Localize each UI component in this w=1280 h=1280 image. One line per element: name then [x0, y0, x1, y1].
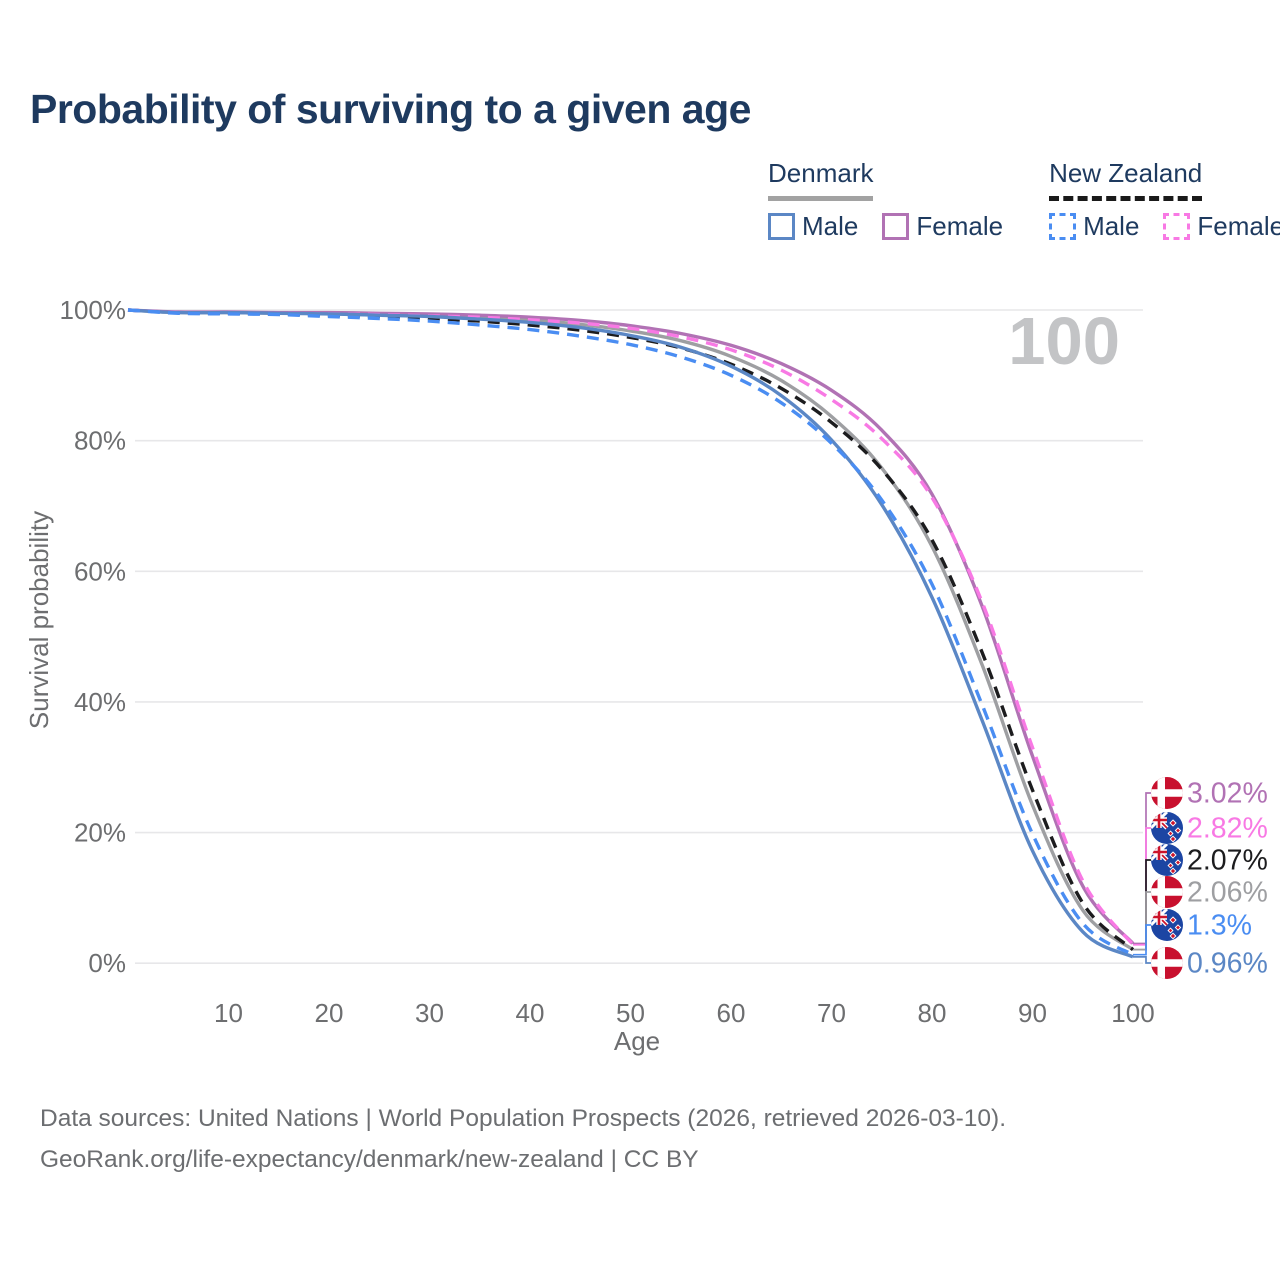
legend-group-new-zealand-title: New Zealand — [1049, 158, 1203, 201]
legend-item-new-zealand-male[interactable]: Male — [1049, 211, 1139, 242]
page-title: Probability of surviving to a given age — [30, 86, 751, 132]
end-label-connector — [1133, 924, 1151, 956]
end-label-value: 3.02% — [1187, 778, 1268, 810]
new-zealand-female-swatch-icon — [1163, 213, 1191, 240]
denmark-male-swatch-icon — [768, 213, 795, 240]
chart-legend: Denmark Male Female New Zealand Male — [768, 158, 1280, 242]
y-axis-tick-labels: 100% 80% 60% 40% 20% 0% — [60, 295, 127, 978]
x-tick-label: 70 — [817, 998, 846, 1028]
x-tick-label: 50 — [616, 998, 645, 1028]
end-label-value: 1.3% — [1187, 910, 1252, 942]
new-zealand-male-swatch-icon — [1049, 213, 1077, 240]
end-label-connector — [1133, 792, 1151, 945]
legend-group-new-zealand-items: Male Female — [1049, 211, 1280, 242]
end-label-denmark-female: 3.02% — [1151, 777, 1268, 810]
legend-item-new-zealand-female[interactable]: Female — [1163, 211, 1280, 242]
footer-line-2: GeoRank.org/life-expectancy/denmark/new-… — [40, 1146, 699, 1173]
end-label-connector — [1133, 891, 1151, 951]
x-tick-label: 80 — [918, 998, 947, 1028]
x-axis-title: Age — [614, 1026, 660, 1056]
legend-item-denmark-male[interactable]: Male — [768, 211, 858, 242]
end-label-new-zealand: 2.07% — [1151, 844, 1268, 877]
x-tick-label: 100 — [1111, 998, 1154, 1028]
y-tick-label: 80% — [74, 426, 126, 456]
series-line-denmark[interactable] — [127, 308, 1135, 952]
footer-line-1: Data sources: United Nations | World Pop… — [40, 1105, 1007, 1132]
denmark-female-swatch-icon — [882, 213, 910, 240]
end-label-value: 2.07% — [1187, 845, 1268, 877]
legend-group-denmark: Denmark Male Female — [768, 158, 1003, 242]
legend-item-label: Male — [802, 211, 859, 241]
end-label-connector — [1133, 859, 1151, 951]
y-tick-label: 100% — [60, 295, 127, 325]
legend-group-new-zealand: New Zealand Male Female — [1049, 158, 1280, 242]
end-label-value: 0.96% — [1187, 948, 1268, 980]
x-tick-label: 60 — [717, 998, 746, 1028]
legend-group-denmark-items: Male Female — [768, 211, 1003, 242]
x-tick-label: 20 — [315, 998, 344, 1028]
legend-item-label: Female — [1197, 211, 1280, 241]
x-tick-label: 40 — [516, 998, 545, 1028]
y-tick-label: 20% — [74, 818, 126, 848]
end-labels: 3.02%2.82%2.07%2.06%1.3% 0.96% — [1133, 777, 1268, 980]
x-tick-label: 30 — [415, 998, 444, 1028]
series-line-denmark-male[interactable] — [127, 308, 1134, 959]
x-tick-label: 90 — [1018, 998, 1047, 1028]
footer-sources: Data sources: United Nations | World Pop… — [40, 1098, 1006, 1180]
end-label-connector — [1133, 827, 1151, 946]
series-line-new-zealand[interactable] — [127, 308, 1135, 951]
series-line-new-zealand-male[interactable] — [127, 308, 1134, 957]
end-label-value: 2.82% — [1187, 813, 1268, 845]
legend-group-denmark-title: Denmark — [768, 158, 874, 201]
legend-item-label: Female — [916, 211, 1004, 241]
y-tick-label: 60% — [74, 556, 126, 586]
y-tick-label: 40% — [74, 687, 126, 717]
legend-item-label: Male — [1083, 211, 1140, 241]
y-tick-label: 0% — [88, 948, 126, 978]
series-line-denmark-female[interactable] — [127, 308, 1135, 945]
end-label-connector — [1133, 956, 1151, 964]
end-label-value: 2.06% — [1187, 877, 1268, 909]
x-axis-tick-labels: 10 20 30 40 50 60 70 80 90 100 — [214, 998, 1155, 1028]
end-label-denmark: 2.06% — [1151, 876, 1268, 909]
end-label-denmark-male: 0.96% — [1151, 947, 1268, 980]
x-tick-label: 10 — [214, 998, 243, 1028]
end-label-new-zealand-male: 1.3% — [1151, 909, 1252, 942]
y-axis-title: Survival probability — [24, 511, 54, 729]
legend-item-denmark-female[interactable]: Female — [882, 211, 1003, 242]
series-lines — [127, 308, 1135, 959]
age-watermark: 100 — [1008, 304, 1120, 379]
series-line-new-zealand-female[interactable] — [127, 308, 1135, 946]
end-label-new-zealand-female: 2.82% — [1151, 812, 1268, 845]
